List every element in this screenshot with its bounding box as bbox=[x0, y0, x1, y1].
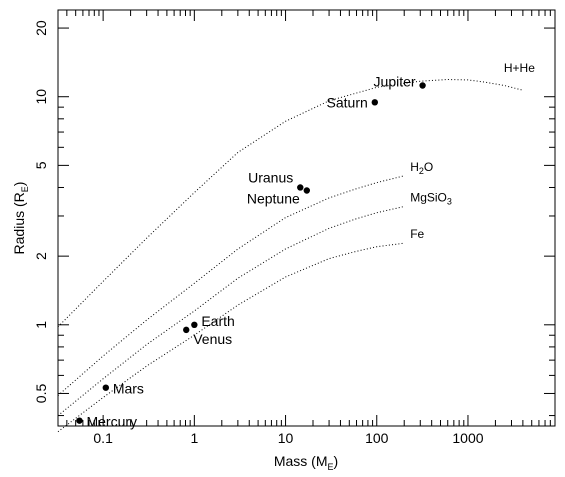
plot-frame bbox=[57, 9, 556, 427]
y-tick-label: 2 bbox=[33, 252, 49, 260]
planet-point-saturn bbox=[371, 99, 379, 106]
curve-label-h-he: H+He bbox=[504, 61, 535, 75]
curve-fe bbox=[57, 242, 405, 433]
planet-point-venus bbox=[183, 326, 190, 334]
x-tick-label: 1 bbox=[190, 430, 198, 446]
planet-point-neptune bbox=[303, 187, 311, 194]
planet-label-jupiter: Jupiter bbox=[374, 73, 416, 89]
curve-label-mgsio3: MgSiO3 bbox=[410, 191, 452, 207]
x-tick-label: 10 bbox=[278, 430, 294, 446]
planet-point-mars bbox=[102, 384, 110, 391]
y-tick-label: 10 bbox=[33, 89, 49, 105]
y-tick-label: 20 bbox=[33, 20, 49, 36]
y-tick-label: 5 bbox=[33, 161, 49, 169]
y-tick-label: 1 bbox=[33, 321, 49, 329]
planet-points bbox=[76, 82, 426, 424]
curve-h2o bbox=[57, 175, 405, 396]
planet-label-saturn: Saturn bbox=[327, 94, 368, 110]
x-axis-label: Mass (ME) bbox=[274, 453, 338, 472]
planet-point-mercury bbox=[76, 417, 83, 424]
planet-label-earth: Earth bbox=[201, 313, 234, 329]
curve-labels: H+He H2O MgSiO3 Fe bbox=[410, 61, 535, 241]
planet-point-uranus bbox=[297, 184, 304, 191]
composition-curves bbox=[57, 78, 523, 433]
curve-label-fe: Fe bbox=[410, 227, 424, 241]
curve-label-h2o: H2O bbox=[410, 160, 433, 176]
x-tick-label: 0.1 bbox=[93, 430, 113, 446]
planet-label-neptune: Neptune bbox=[247, 190, 300, 206]
y-axis-label: Radius (RE) bbox=[11, 182, 30, 255]
planet-label-mercury: Mercury bbox=[86, 414, 137, 430]
curve-mgsio3 bbox=[57, 206, 405, 416]
planet-point-earth bbox=[191, 321, 198, 329]
x-tick-label: 100 bbox=[365, 430, 389, 446]
planet-label-uranus: Uranus bbox=[248, 169, 293, 185]
x-tick-label: 1000 bbox=[452, 430, 483, 446]
planet-label-mars: Mars bbox=[113, 381, 144, 397]
planet-point-jupiter bbox=[419, 82, 426, 89]
y-tick-label: 0.5 bbox=[33, 384, 49, 404]
planet-labels: Mercury Mars Venus Earth Uranus Neptune Saturn… bbox=[86, 73, 415, 429]
planet-label-venus: Venus bbox=[193, 331, 232, 347]
axis-ticks: 0.1 1 10 100 1000 0.5 1 2 5 10 20 bbox=[33, 10, 556, 446]
